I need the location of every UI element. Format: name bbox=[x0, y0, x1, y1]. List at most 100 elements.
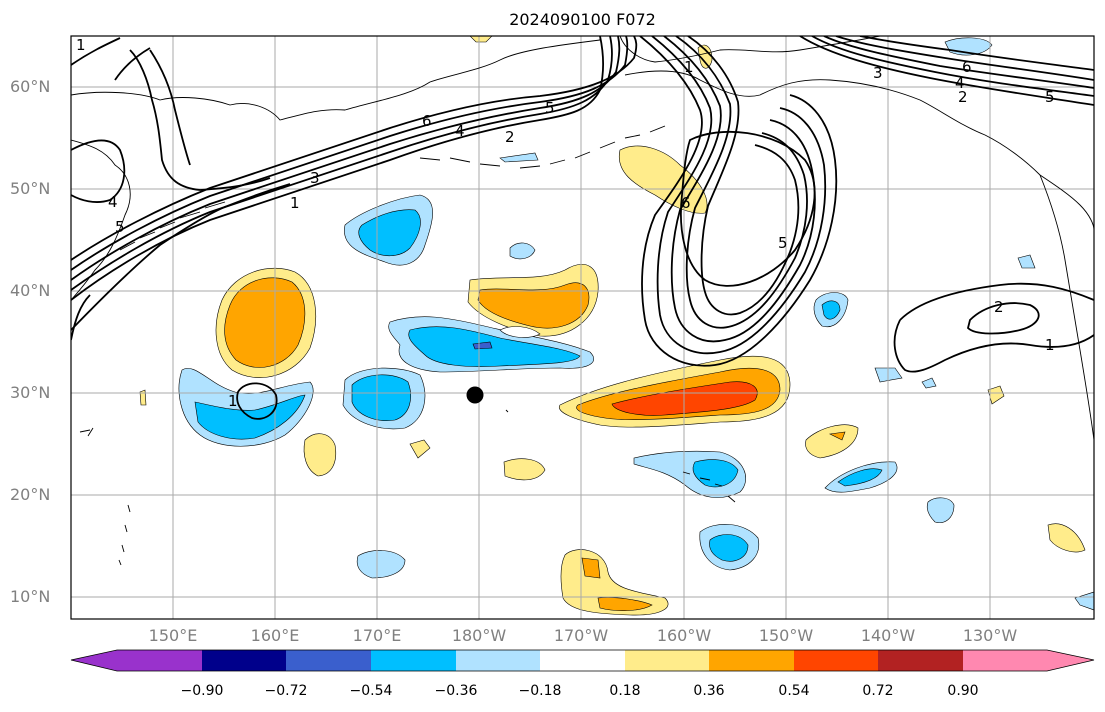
lat-label: 30°N bbox=[10, 383, 51, 402]
colorbar-tick-label: 0.18 bbox=[609, 683, 641, 699]
negative-anomaly-region bbox=[499, 152, 539, 163]
contour-label: 1 bbox=[290, 194, 300, 212]
small-closed-contour bbox=[236, 382, 278, 420]
contour-label: 6 bbox=[962, 58, 972, 76]
alaska-coast bbox=[624, 70, 1094, 231]
contour-label: 2 bbox=[505, 128, 515, 146]
west-low-contour bbox=[71, 37, 271, 191]
colorbar-segment bbox=[117, 650, 203, 671]
contour-line bbox=[71, 183, 291, 331]
colorbar-tick-label: −0.36 bbox=[434, 683, 478, 699]
colorbar-tick-label: −0.72 bbox=[264, 683, 308, 699]
colorbar-segment bbox=[371, 650, 457, 671]
negative-anomaly-region bbox=[921, 377, 937, 389]
lon-label: 180°W bbox=[451, 626, 507, 645]
contour-lines bbox=[71, 36, 1094, 420]
lon-label: 150°E bbox=[148, 626, 198, 645]
lon-label: 170°E bbox=[352, 626, 402, 645]
negative-anomaly-region bbox=[837, 468, 883, 487]
lon-label: 160°E bbox=[250, 626, 300, 645]
contour-label: 4 bbox=[455, 122, 465, 140]
anomaly-shading bbox=[139, 36, 1094, 616]
northwest-america-coast bbox=[1039, 174, 1094, 441]
colorbar-segment bbox=[878, 650, 964, 671]
contour-label: 1 bbox=[1045, 336, 1055, 354]
contour-label: 3 bbox=[873, 64, 883, 82]
map-plot-area: 1 3 6 4 5 2 1 3 4 5 1 6 4 2 5 6 5 2 1 1 bbox=[71, 36, 1094, 619]
lon-label: 140°W bbox=[860, 626, 916, 645]
negative-anomaly-region bbox=[408, 326, 581, 367]
low-contour-2 bbox=[967, 302, 1040, 335]
negative-anomaly-region bbox=[509, 242, 536, 260]
negative-anomaly-region bbox=[709, 534, 749, 562]
colorbar-segment bbox=[202, 650, 287, 671]
lat-label: 20°N bbox=[10, 485, 51, 504]
contour-label: 4 bbox=[955, 74, 965, 92]
colorbar bbox=[70, 649, 1095, 672]
positive-anomaly-region bbox=[1047, 523, 1086, 553]
contour-line bbox=[71, 36, 638, 261]
positive-anomaly-region bbox=[987, 385, 1005, 405]
colorbar-segment bbox=[625, 650, 710, 671]
positive-anomaly-region bbox=[503, 458, 546, 481]
positive-anomaly-region bbox=[139, 389, 147, 406]
hawaii-islands bbox=[682, 471, 736, 503]
contour-line bbox=[71, 36, 629, 271]
coastlines bbox=[71, 36, 1094, 566]
lon-label: 150°W bbox=[758, 626, 814, 645]
lon-label: 130°W bbox=[962, 626, 1018, 645]
jet-trough bbox=[687, 36, 800, 316]
contour-label: 5 bbox=[545, 99, 555, 117]
contour-label: 5 bbox=[778, 234, 788, 252]
east-contour bbox=[835, 36, 1094, 81]
negative-anomaly-region bbox=[356, 550, 406, 579]
colorbar-tick-label: 0.72 bbox=[862, 683, 894, 699]
colorbar-extend-low bbox=[71, 650, 118, 671]
contour-label: 3 bbox=[310, 169, 320, 187]
negative-anomaly-region bbox=[821, 300, 841, 320]
lat-label: 50°N bbox=[10, 179, 51, 198]
jet-trough bbox=[675, 36, 808, 329]
colorbar-tick-label: −0.54 bbox=[349, 683, 393, 699]
east-contour bbox=[859, 36, 1094, 71]
positive-anomaly-region bbox=[224, 277, 306, 368]
lat-label: 60°N bbox=[10, 77, 51, 96]
positive-anomaly-region bbox=[409, 439, 431, 459]
colorbar-segment bbox=[709, 650, 795, 671]
siberia-coast bbox=[71, 36, 601, 121]
positive-anomaly-region bbox=[828, 431, 846, 441]
positive-anomaly-region bbox=[597, 597, 653, 611]
contour-labels: 1 3 6 4 5 2 1 3 4 5 1 6 4 2 5 6 5 2 1 1 bbox=[76, 36, 1055, 410]
contour-label: 1 bbox=[228, 392, 238, 410]
positive-anomaly-region bbox=[499, 326, 541, 338]
contour-label: 5 bbox=[1045, 88, 1055, 106]
lat-label: 40°N bbox=[10, 281, 51, 300]
contour-label: 2 bbox=[958, 88, 968, 106]
low-contour-2 bbox=[893, 282, 1094, 373]
lon-label: 170°W bbox=[553, 626, 609, 645]
positive-anomaly-region bbox=[697, 44, 713, 69]
positive-anomaly-region bbox=[303, 433, 337, 477]
contour-label: 6 bbox=[681, 194, 691, 212]
negative-anomaly-region bbox=[1017, 254, 1036, 269]
map-title: 2024090100 F072 bbox=[509, 10, 656, 29]
positive-anomaly-region bbox=[581, 557, 601, 579]
contour-label: 4 bbox=[108, 193, 118, 211]
jet-trough-outer bbox=[639, 36, 838, 367]
map-frame bbox=[70, 35, 1095, 620]
colorbar-tick-label: −0.18 bbox=[518, 683, 562, 699]
positive-anomaly-region bbox=[618, 145, 708, 214]
colorbar-segment bbox=[794, 650, 879, 671]
contour-label: 1 bbox=[76, 36, 86, 54]
colorbar-segment bbox=[540, 650, 626, 671]
west-low-contour bbox=[71, 139, 126, 203]
colorbar-tick-label: −0.90 bbox=[180, 683, 224, 699]
colorbar-tick-label: 0.36 bbox=[693, 683, 725, 699]
upper-left-contour bbox=[71, 294, 91, 341]
jet-trough bbox=[651, 36, 827, 355]
contour-label: 5 bbox=[115, 218, 125, 236]
contour-label: 1 bbox=[684, 58, 694, 76]
negative-anomaly-region bbox=[472, 341, 493, 350]
contour-label: 6 bbox=[422, 112, 432, 130]
lat-label: 10°N bbox=[10, 587, 51, 606]
